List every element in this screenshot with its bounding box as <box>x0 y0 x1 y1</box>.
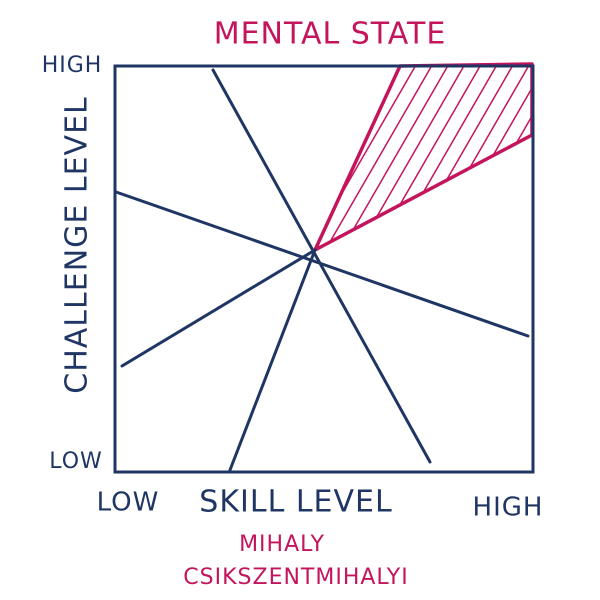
y-low: LOW <box>49 449 103 474</box>
divider <box>114 190 530 338</box>
x-high: HIGH <box>473 493 544 523</box>
frame <box>113 64 535 474</box>
divider <box>211 68 432 464</box>
y-label: CHALLENGE LEVEL <box>60 96 95 393</box>
author-first: MIHALY <box>239 532 325 557</box>
title: MENTAL STATE <box>214 17 447 52</box>
flow-region <box>313 62 534 252</box>
divider <box>120 248 317 368</box>
y-high: HIGH <box>42 53 103 78</box>
x-label: SKILL LEVEL <box>199 485 392 520</box>
divider <box>228 248 317 472</box>
x-low: LOW <box>97 488 160 518</box>
author-last: CSIKSZENTMIHALYI <box>183 565 408 590</box>
